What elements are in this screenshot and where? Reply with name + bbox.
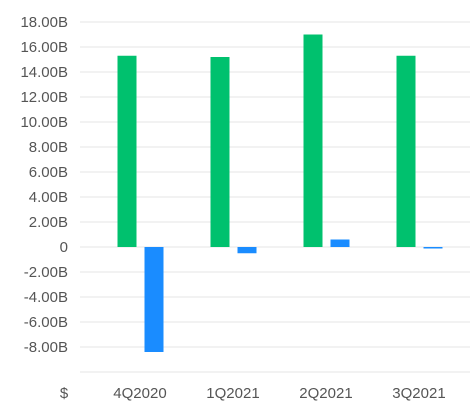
y-tick-label: -8.00B: [24, 339, 68, 356]
y-tick-label: 8.00B: [29, 139, 68, 156]
y-tick-label: 6.00B: [29, 164, 68, 181]
y-tick-label: -4.00B: [24, 289, 68, 306]
y-tick-label: 2.00B: [29, 214, 68, 231]
bar-series-1-2Q2021: [303, 34, 323, 247]
y-tick-label: 0: [60, 239, 68, 256]
bar-series-2-2Q2021: [330, 239, 350, 247]
y-axis-tick-labels: 18.00B 16.00B 14.00B 12.00B 10.00B 8.00B 6.00B…: [20, 14, 68, 356]
x-category-label: 2Q2021: [299, 385, 352, 402]
x-category-label: 1Q2021: [206, 385, 259, 402]
y-tick-label: 16.00B: [20, 39, 68, 56]
currency-symbol-label: $: [60, 385, 69, 402]
y-tick-label: -6.00B: [24, 314, 68, 331]
x-axis-category-labels: 4Q2020 1Q2021 2Q2021 3Q2021: [113, 385, 445, 402]
bars: [117, 34, 443, 352]
bar-series-2-3Q2021: [423, 247, 443, 249]
bar-series-1-1Q2021: [210, 57, 230, 247]
bar-series-2-1Q2021: [237, 247, 257, 254]
y-tick-label: 10.00B: [20, 114, 68, 131]
y-tick-label: -2.00B: [24, 264, 68, 281]
y-tick-label: 14.00B: [20, 64, 68, 81]
y-tick-label: 12.00B: [20, 89, 68, 106]
bar-series-2-4Q2020: [144, 247, 164, 352]
y-tick-label: 18.00B: [20, 14, 68, 31]
x-category-label: 3Q2021: [392, 385, 445, 402]
x-category-label: 4Q2020: [113, 385, 166, 402]
y-tick-label: 4.00B: [29, 189, 68, 206]
bar-series-1-3Q2021: [396, 55, 416, 247]
bar-series-1-4Q2020: [117, 55, 137, 247]
